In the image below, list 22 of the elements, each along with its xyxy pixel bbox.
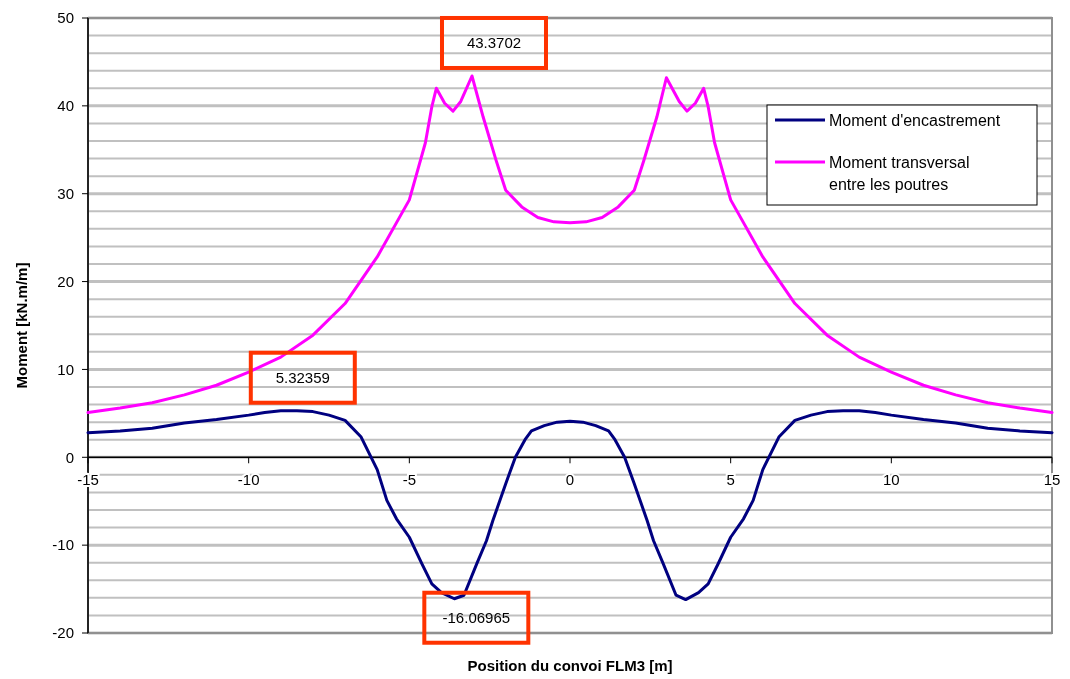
x-tick-label: 5 bbox=[726, 471, 735, 489]
x-tick-label: -10 bbox=[237, 471, 260, 489]
legend-label: Moment d'encastrement bbox=[829, 111, 1001, 129]
annotation: 43.3702 bbox=[466, 34, 522, 52]
x-tick-label: 15 bbox=[1043, 471, 1061, 489]
y-tick-label: 0 bbox=[65, 448, 74, 466]
y-tick-label: 30 bbox=[57, 184, 74, 202]
annotation: 5.32359 bbox=[275, 368, 330, 386]
x-axis-title: Position du convoi FLM3 [m] bbox=[467, 657, 673, 674]
y-tick-label: -20 bbox=[52, 624, 74, 642]
y-tick-label: 50 bbox=[57, 9, 74, 27]
x-tick-label: -5 bbox=[402, 471, 417, 489]
line-series bbox=[86, 74, 1054, 414]
y-tick-label: -10 bbox=[52, 536, 74, 554]
x-tick-label: 0 bbox=[565, 471, 575, 489]
y-axis-title: Moment [kN.m/m] bbox=[13, 262, 30, 389]
y-tick-label: 10 bbox=[57, 360, 74, 378]
x-tick-label: 10 bbox=[882, 471, 900, 489]
legend-label: Moment transversal entre les poutres bbox=[829, 153, 970, 193]
annotation: -16.06965 bbox=[442, 608, 511, 626]
y-tick-label: 20 bbox=[57, 272, 74, 290]
y-tick-label: 40 bbox=[57, 97, 74, 115]
